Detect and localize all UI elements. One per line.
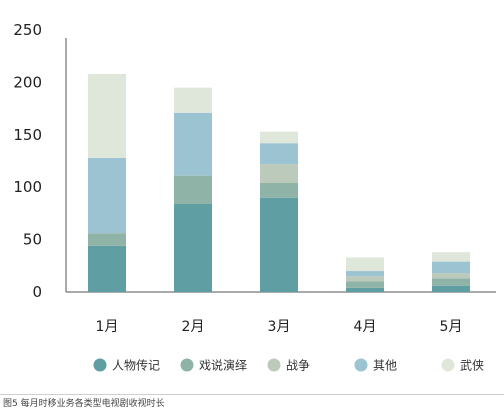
x-category-label: 3月 bbox=[268, 319, 291, 335]
bar-segment-4-1 bbox=[88, 157, 126, 234]
bar-segment-1-1 bbox=[88, 245, 126, 292]
legend-label-4: 其他 bbox=[373, 359, 397, 373]
bar-segment-4-5 bbox=[432, 261, 470, 274]
y-tick-label: 150 bbox=[13, 126, 42, 144]
y-tick-label: 250 bbox=[13, 21, 42, 39]
legend-swatch-2 bbox=[180, 358, 194, 372]
x-category-label: 1月 bbox=[96, 319, 119, 335]
legend: 人物传记 戏说演绎 战争 其他 武侠 bbox=[93, 358, 484, 373]
bar-segment-5-5 bbox=[432, 252, 470, 262]
legend-label-1: 人物传记 bbox=[112, 358, 160, 373]
bar-segment-2-4 bbox=[346, 281, 384, 288]
bar-segment-4-3 bbox=[260, 143, 298, 165]
y-tick-labels: 0 50 100 150 200 250 bbox=[13, 21, 42, 301]
bar-segment-2-3 bbox=[260, 183, 298, 198]
x-category-labels: 1月 2月 3月 4月 5月 bbox=[96, 319, 463, 335]
stacked-bar-chart: 0 50 100 150 200 250 1月 2月 3月 4月 5月 人物传记 戏说演绎 战争 其他 武… bbox=[13, 21, 496, 373]
legend-label-2: 戏说演绎 bbox=[199, 358, 247, 373]
y-tick-label: 200 bbox=[13, 73, 42, 91]
y-tick-label: 50 bbox=[23, 231, 42, 249]
y-tick-label: 0 bbox=[32, 283, 42, 301]
legend-label-3: 战争 bbox=[286, 359, 310, 373]
bar-segment-4-4 bbox=[346, 271, 384, 277]
legend-swatch-4 bbox=[354, 358, 368, 372]
x-category-label: 5月 bbox=[440, 319, 463, 335]
legend-swatch-5 bbox=[441, 358, 455, 372]
legend-label-5: 武侠 bbox=[460, 359, 484, 373]
legend-swatch-3 bbox=[267, 358, 281, 372]
bar-segment-1-3 bbox=[260, 197, 298, 292]
bar-segment-2-1 bbox=[88, 233, 126, 246]
bar-segment-3-3 bbox=[260, 164, 298, 184]
bar-segment-4-2 bbox=[174, 112, 212, 176]
bar-segment-1-4 bbox=[346, 287, 384, 292]
bar-segment-1-2 bbox=[174, 203, 212, 292]
caption-divider bbox=[0, 394, 504, 395]
bar-segment-5-4 bbox=[346, 257, 384, 272]
figure-caption: 图5 每月时移业务各类型电视剧收视时长 bbox=[3, 399, 165, 409]
bar-segment-2-5 bbox=[432, 278, 470, 286]
bar-segment-5-3 bbox=[260, 131, 298, 144]
y-tick-label: 100 bbox=[13, 178, 42, 196]
bar-segment-2-2 bbox=[174, 175, 212, 204]
bars bbox=[88, 74, 470, 292]
bar-segment-3-5 bbox=[432, 273, 470, 279]
x-category-label: 2月 bbox=[182, 319, 205, 335]
bar-segment-5-1 bbox=[88, 74, 126, 158]
x-category-label: 4月 bbox=[354, 319, 377, 335]
bar-segment-5-2 bbox=[174, 87, 212, 113]
bar-segment-1-5 bbox=[432, 285, 470, 292]
bar-segment-3-4 bbox=[346, 276, 384, 282]
legend-swatch-1 bbox=[93, 358, 107, 372]
